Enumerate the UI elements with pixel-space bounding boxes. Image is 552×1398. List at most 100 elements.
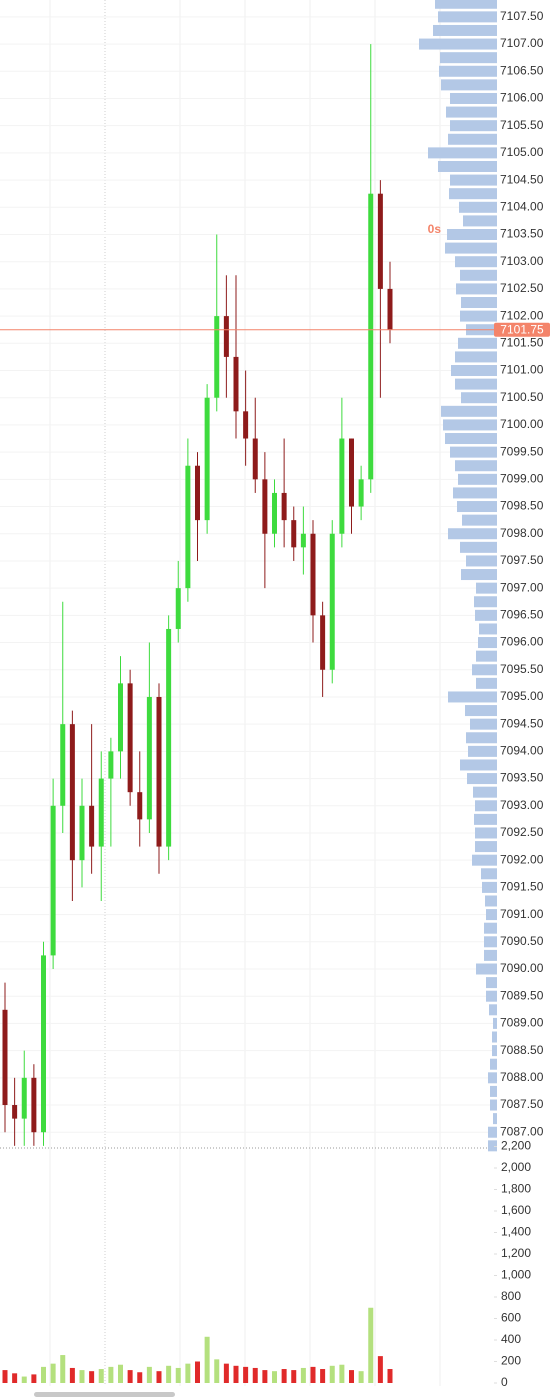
y-tick-label: 7106.00 [500,91,544,105]
volume-profile-bar [447,228,497,240]
volume-profile-bar [463,215,497,227]
volume-profile-bar [476,650,497,662]
volume-profile-bar [484,936,497,948]
scrollbar[interactable] [34,1392,175,1397]
y-tick-label: 7090.50 [500,934,544,948]
volume-profile-bar [486,977,497,989]
volume-profile-bar [439,65,497,77]
volume-profile-bar [492,1031,497,1043]
volume-bar [300,1367,306,1383]
volume-profile-bar [435,0,497,9]
y-tick-label: 7100.50 [500,390,544,404]
candle-body [291,520,297,548]
candle-body [108,751,114,779]
volume-profile-bar [472,664,497,676]
y-tick-label: 7106.50 [500,63,544,77]
volume-profile-bar [475,841,497,853]
volume-profile-bar [474,813,497,825]
volume-bar [358,1371,364,1383]
candle-body [368,193,374,480]
volume-profile-bar [476,582,497,594]
y-tick-label: 7105.50 [500,118,544,132]
candle-body [300,533,306,548]
volume-profile-bar [445,242,497,254]
volume-profile-bar [481,868,497,880]
volume-profile-bar [450,446,497,458]
volume-profile-bar [493,1113,497,1125]
volume-profile-bar [461,569,497,581]
volume-bar [195,1361,200,1383]
volume-profile-bar [460,759,497,771]
y-tick-label: 7096.00 [500,635,544,649]
y-tick-label: 7097.50 [500,553,544,567]
candle-body [185,465,191,589]
candle-body [2,1009,8,1106]
volume-profile-bar [486,909,497,921]
candle-body [214,316,220,398]
y-tick-label: 2,200 [501,1139,531,1153]
y-tick-label: 7091.00 [500,907,544,921]
volume-profile-bar [458,337,497,349]
volume-profile-bar [488,1140,497,1152]
volume-profile-bar [475,800,497,812]
volume-profile-bar [490,1058,497,1070]
volume-profile-bar [474,596,497,608]
volume-bar [387,1369,393,1383]
volume-profile-bar [460,541,497,553]
volume-bar [377,1356,383,1383]
volume-profile-bar [489,1004,497,1016]
volume-bar [118,1364,123,1383]
volume-profile-bar [461,297,497,309]
y-tick-label: 7097.00 [500,580,544,594]
y-tick-label: 600 [501,1311,521,1325]
volume-profile-bar [459,201,497,213]
candle-body [60,724,66,806]
candle-body [243,411,249,439]
candle-body [127,683,133,793]
candle-body [252,438,258,480]
y-tick-label: 7103.00 [500,254,544,268]
volume-profile-bar [450,174,497,186]
y-tick-label: 7088.00 [500,1070,544,1084]
volume-bar [146,1366,152,1383]
volume-profile-bar [488,1126,497,1138]
candle-body [272,492,277,534]
volume-profile-bar [476,963,497,975]
y-tick-label: 0 [501,1375,508,1389]
volume-bar [281,1369,287,1383]
volume-profile-bar [450,92,497,104]
volume-bar [60,1355,66,1383]
y-tick-label: 7095.00 [500,689,544,703]
volume-bar [50,1363,56,1383]
candle-body [41,955,46,1133]
volume-bar [291,1370,297,1383]
volume-bar [108,1366,114,1383]
y-tick-label: 7092.50 [500,825,544,839]
candle-body [146,696,152,820]
volume-bar [185,1363,191,1383]
y-tick-label: 7087.50 [500,1097,544,1111]
volume-bar [137,1372,143,1383]
candle-body [50,805,56,956]
volume-bar [127,1370,133,1383]
candle-body [175,588,181,629]
candle-body [223,316,229,357]
y-tick-label: 1,000 [501,1268,531,1282]
volume-bar [368,1307,374,1383]
volume-bar [31,1374,37,1383]
volume-profile-bar [448,528,497,540]
volume-bar [156,1371,162,1383]
candle-body [262,479,268,534]
volume-profile-bar [460,269,497,281]
y-tick-label: 7100.00 [500,417,544,431]
y-tick-label: 7089.00 [500,1016,544,1030]
volume-bar [233,1365,239,1383]
volume-profile-bar [446,106,497,118]
volume-profile-bar [461,392,497,404]
volume-profile-bar [490,1099,497,1111]
volume-bar [223,1363,229,1383]
volume-bar [2,1370,8,1383]
y-tick-label: 7090.00 [500,961,544,975]
